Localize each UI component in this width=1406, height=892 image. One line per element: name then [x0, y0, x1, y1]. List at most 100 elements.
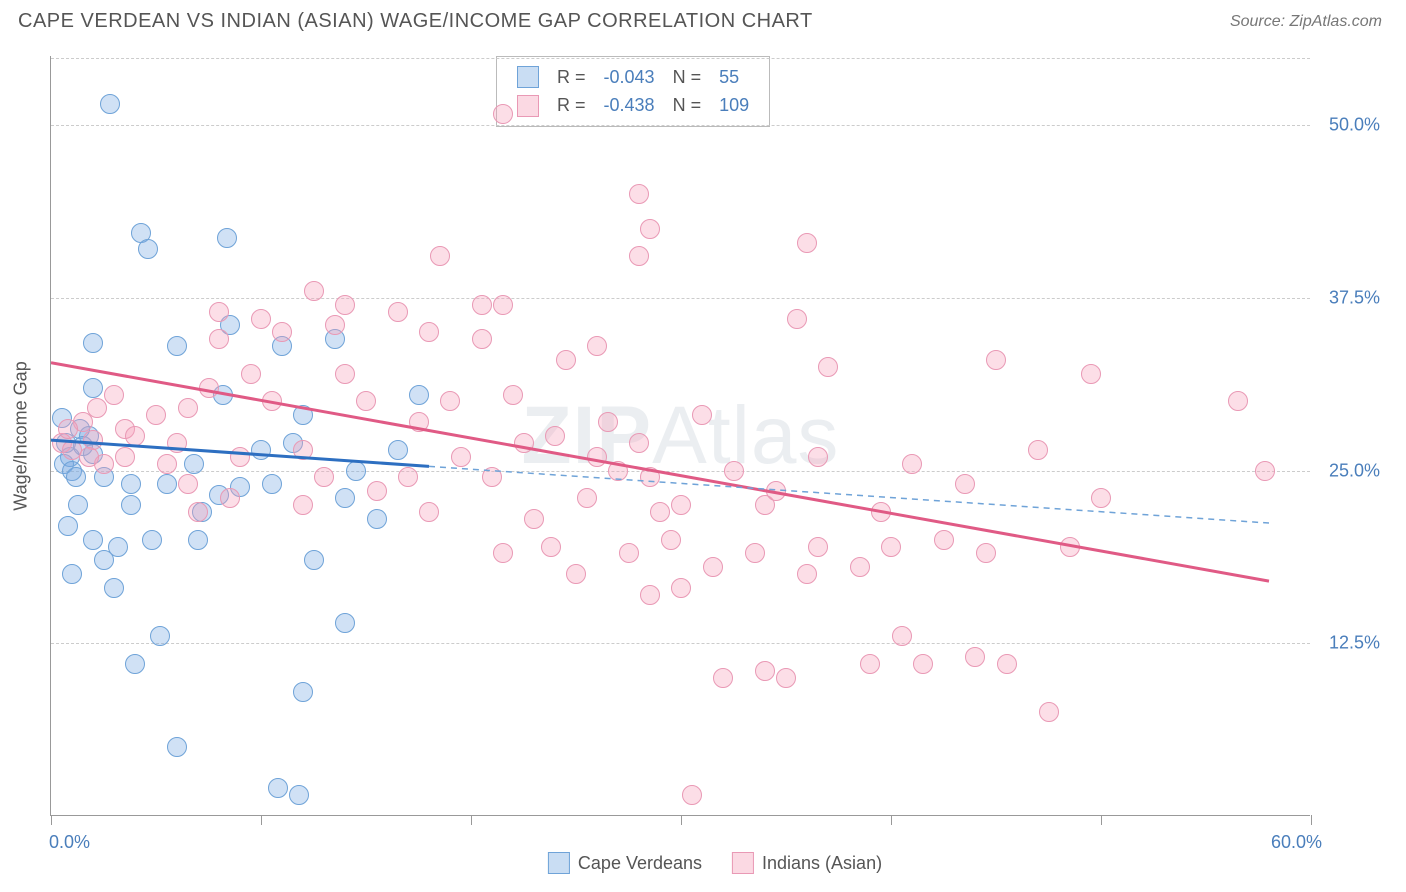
- data-point: [682, 785, 702, 805]
- data-point: [640, 219, 660, 239]
- legend-row-pink: R = -0.438 N = 109: [509, 92, 757, 118]
- data-point: [472, 329, 492, 349]
- data-point: [184, 454, 204, 474]
- data-point: [66, 467, 86, 487]
- data-point: [766, 481, 786, 501]
- data-point: [293, 440, 313, 460]
- data-point: [965, 647, 985, 667]
- data-point: [272, 322, 292, 342]
- data-point: [724, 461, 744, 481]
- data-point: [692, 405, 712, 425]
- data-point: [138, 239, 158, 259]
- swatch-blue: [517, 66, 539, 88]
- data-point: [598, 412, 618, 432]
- data-point: [976, 543, 996, 563]
- data-point: [125, 654, 145, 674]
- data-point: [62, 564, 82, 584]
- data-point: [629, 184, 649, 204]
- data-point: [1228, 391, 1248, 411]
- data-point: [100, 94, 120, 114]
- data-point: [121, 474, 141, 494]
- source-attribution: Source: ZipAtlas.com: [1230, 13, 1382, 31]
- data-point: [541, 537, 561, 557]
- data-point: [346, 461, 366, 481]
- data-point: [1039, 702, 1059, 722]
- legend-item-pink: Indians (Asian): [732, 852, 882, 874]
- data-point: [104, 578, 124, 598]
- data-point: [808, 537, 828, 557]
- data-point: [367, 509, 387, 529]
- gridline: [51, 643, 1310, 644]
- y-axis-label: Wage/Income Gap: [11, 361, 32, 510]
- swatch-pink-icon: [732, 852, 754, 874]
- data-point: [997, 654, 1017, 674]
- data-point: [68, 495, 88, 515]
- data-point: [241, 364, 261, 384]
- data-point: [629, 246, 649, 266]
- data-point: [1091, 488, 1111, 508]
- watermark: ZIPAtlas: [522, 389, 840, 483]
- x-tick: [1101, 815, 1102, 825]
- gridline-top: [51, 58, 1310, 59]
- data-point: [419, 502, 439, 522]
- data-point: [293, 682, 313, 702]
- x-tick: [891, 815, 892, 825]
- data-point: [1028, 440, 1048, 460]
- data-point: [1060, 537, 1080, 557]
- legend-item-blue: Cape Verdeans: [548, 852, 702, 874]
- data-point: [409, 385, 429, 405]
- r-value-pink: -0.438: [596, 92, 663, 118]
- data-point: [325, 315, 345, 335]
- data-point: [58, 516, 78, 536]
- data-point: [440, 391, 460, 411]
- data-point: [671, 578, 691, 598]
- data-point: [745, 543, 765, 563]
- y-tick-label: 50.0%: [1329, 115, 1380, 136]
- swatch-blue-icon: [548, 852, 570, 874]
- data-point: [640, 467, 660, 487]
- data-point: [188, 502, 208, 522]
- data-point: [776, 668, 796, 688]
- data-point: [157, 474, 177, 494]
- data-point: [986, 350, 1006, 370]
- data-point: [335, 295, 355, 315]
- data-point: [146, 405, 166, 425]
- data-point: [556, 350, 576, 370]
- data-point: [83, 530, 103, 550]
- data-point: [268, 778, 288, 798]
- gridline: [51, 471, 1310, 472]
- data-point: [482, 467, 502, 487]
- legend-row-blue: R = -0.043 N = 55: [509, 64, 757, 90]
- series-legend: Cape Verdeans Indians (Asian): [548, 852, 882, 874]
- data-point: [1255, 461, 1275, 481]
- data-point: [493, 104, 513, 124]
- y-tick-label: 25.0%: [1329, 460, 1380, 481]
- r-value-blue: -0.043: [596, 64, 663, 90]
- data-point: [566, 564, 586, 584]
- data-point: [230, 447, 250, 467]
- data-point: [94, 550, 114, 570]
- data-point: [503, 385, 523, 405]
- data-point: [115, 447, 135, 467]
- trend-lines: [51, 56, 1311, 816]
- x-tick-label: 0.0%: [49, 832, 90, 853]
- data-point: [335, 488, 355, 508]
- x-tick: [261, 815, 262, 825]
- data-point: [629, 433, 649, 453]
- data-point: [58, 419, 78, 439]
- data-point: [650, 502, 670, 522]
- data-point: [587, 447, 607, 467]
- data-point: [409, 412, 429, 432]
- data-point: [388, 440, 408, 460]
- data-point: [619, 543, 639, 563]
- data-point: [860, 654, 880, 674]
- data-point: [451, 447, 471, 467]
- data-point: [587, 336, 607, 356]
- data-point: [79, 447, 99, 467]
- correlation-legend: R = -0.043 N = 55 R = -0.438 N = 109: [496, 56, 770, 127]
- data-point: [430, 246, 450, 266]
- x-tick: [681, 815, 682, 825]
- data-point: [125, 426, 145, 446]
- data-point: [367, 481, 387, 501]
- data-point: [419, 322, 439, 342]
